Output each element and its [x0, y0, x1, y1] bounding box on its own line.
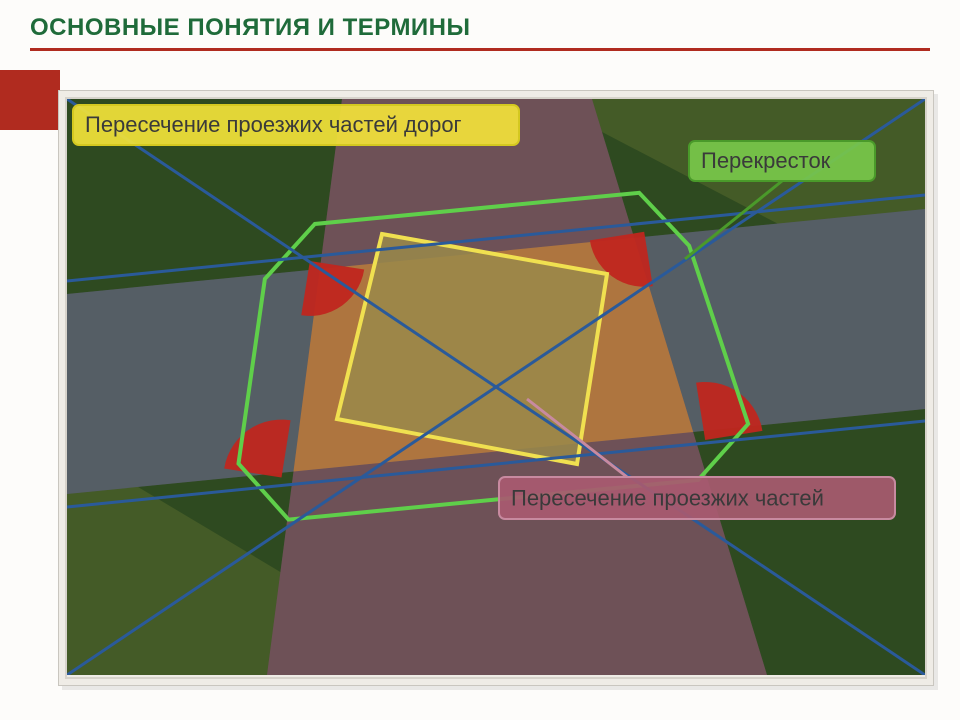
page-title: ОСНОВНЫЕ ПОНЯТИЯ И ТЕРМИНЫ	[30, 14, 471, 41]
accent-block	[0, 70, 60, 130]
svg-text:Пересечение проезжих частей до: Пересечение проезжих частей дорог	[85, 112, 462, 137]
svg-text:Пересечение проезжих частей: Пересечение проезжих частей	[511, 486, 824, 511]
title-bar: ОСНОВНЫЕ ПОНЯТИЯ И ТЕРМИНЫ	[30, 14, 930, 51]
slide: ОСНОВНЫЕ ПОНЯТИЯ И ТЕРМИНЫ Пересечение п…	[0, 0, 960, 720]
figure-inner: Пересечение проезжих частей дорог Перекре…	[65, 97, 927, 679]
figure-frame: Пересечение проезжих частей дорог Перекре…	[58, 90, 934, 686]
svg-text:Перекресток: Перекресток	[701, 148, 831, 173]
intersection-diagram: Пересечение проезжих частей дорог Перекре…	[67, 99, 925, 675]
